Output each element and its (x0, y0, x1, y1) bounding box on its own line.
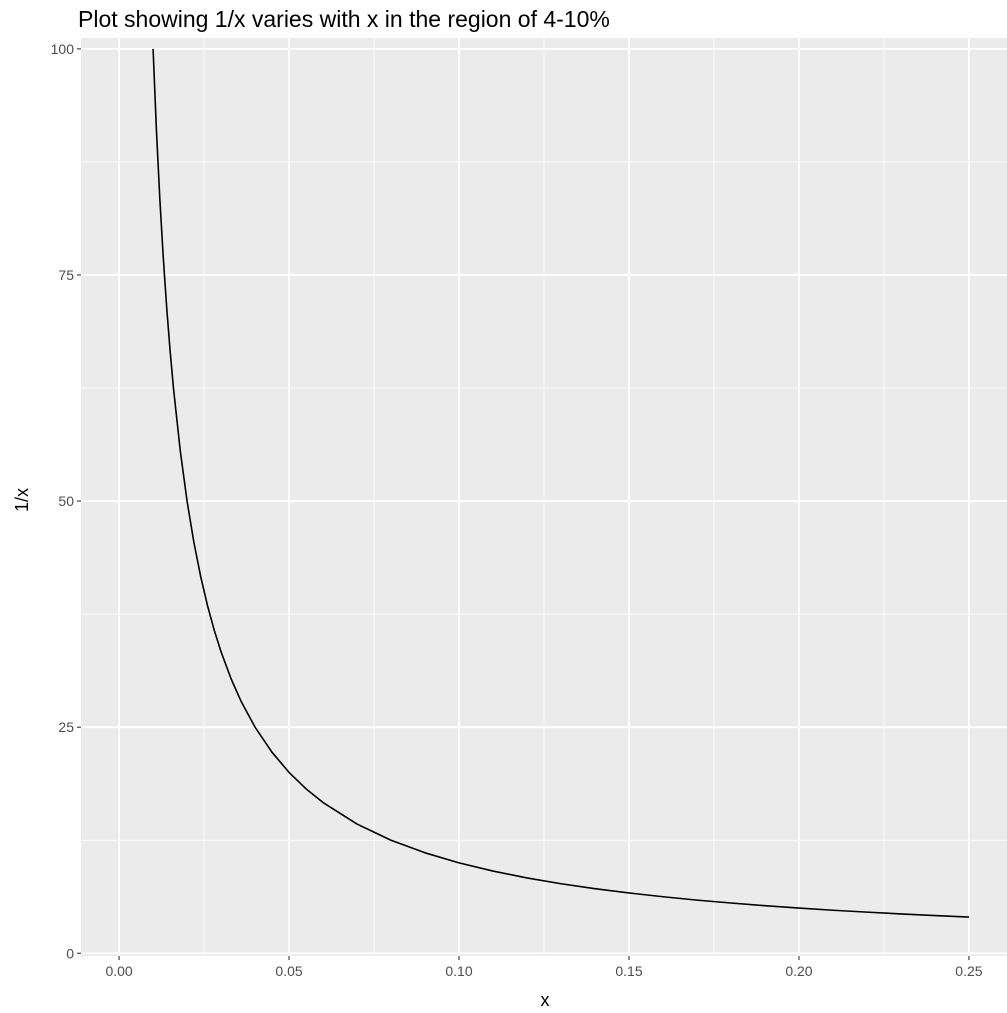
y-tick-label: 50 (58, 493, 74, 509)
x-tick-label: 0.15 (615, 963, 642, 979)
chart-title: Plot showing 1/x varies with x in the re… (78, 6, 610, 32)
y-tick-label: 25 (58, 719, 74, 735)
x-tick-label: 0.10 (445, 963, 472, 979)
y-tick-label: 0 (66, 945, 74, 961)
x-tick-label: 0.20 (785, 963, 812, 979)
x-tick-label: 0.05 (275, 963, 302, 979)
y-axis-title: 1/x (12, 488, 32, 512)
series-line (152, 48, 969, 918)
y-tick-label: 100 (51, 41, 75, 57)
x-tick-label: 0.00 (105, 963, 132, 979)
x-axis-title: x (541, 990, 550, 1010)
x-tick-label: 0.25 (955, 963, 982, 979)
y-tick-label: 75 (58, 267, 74, 283)
